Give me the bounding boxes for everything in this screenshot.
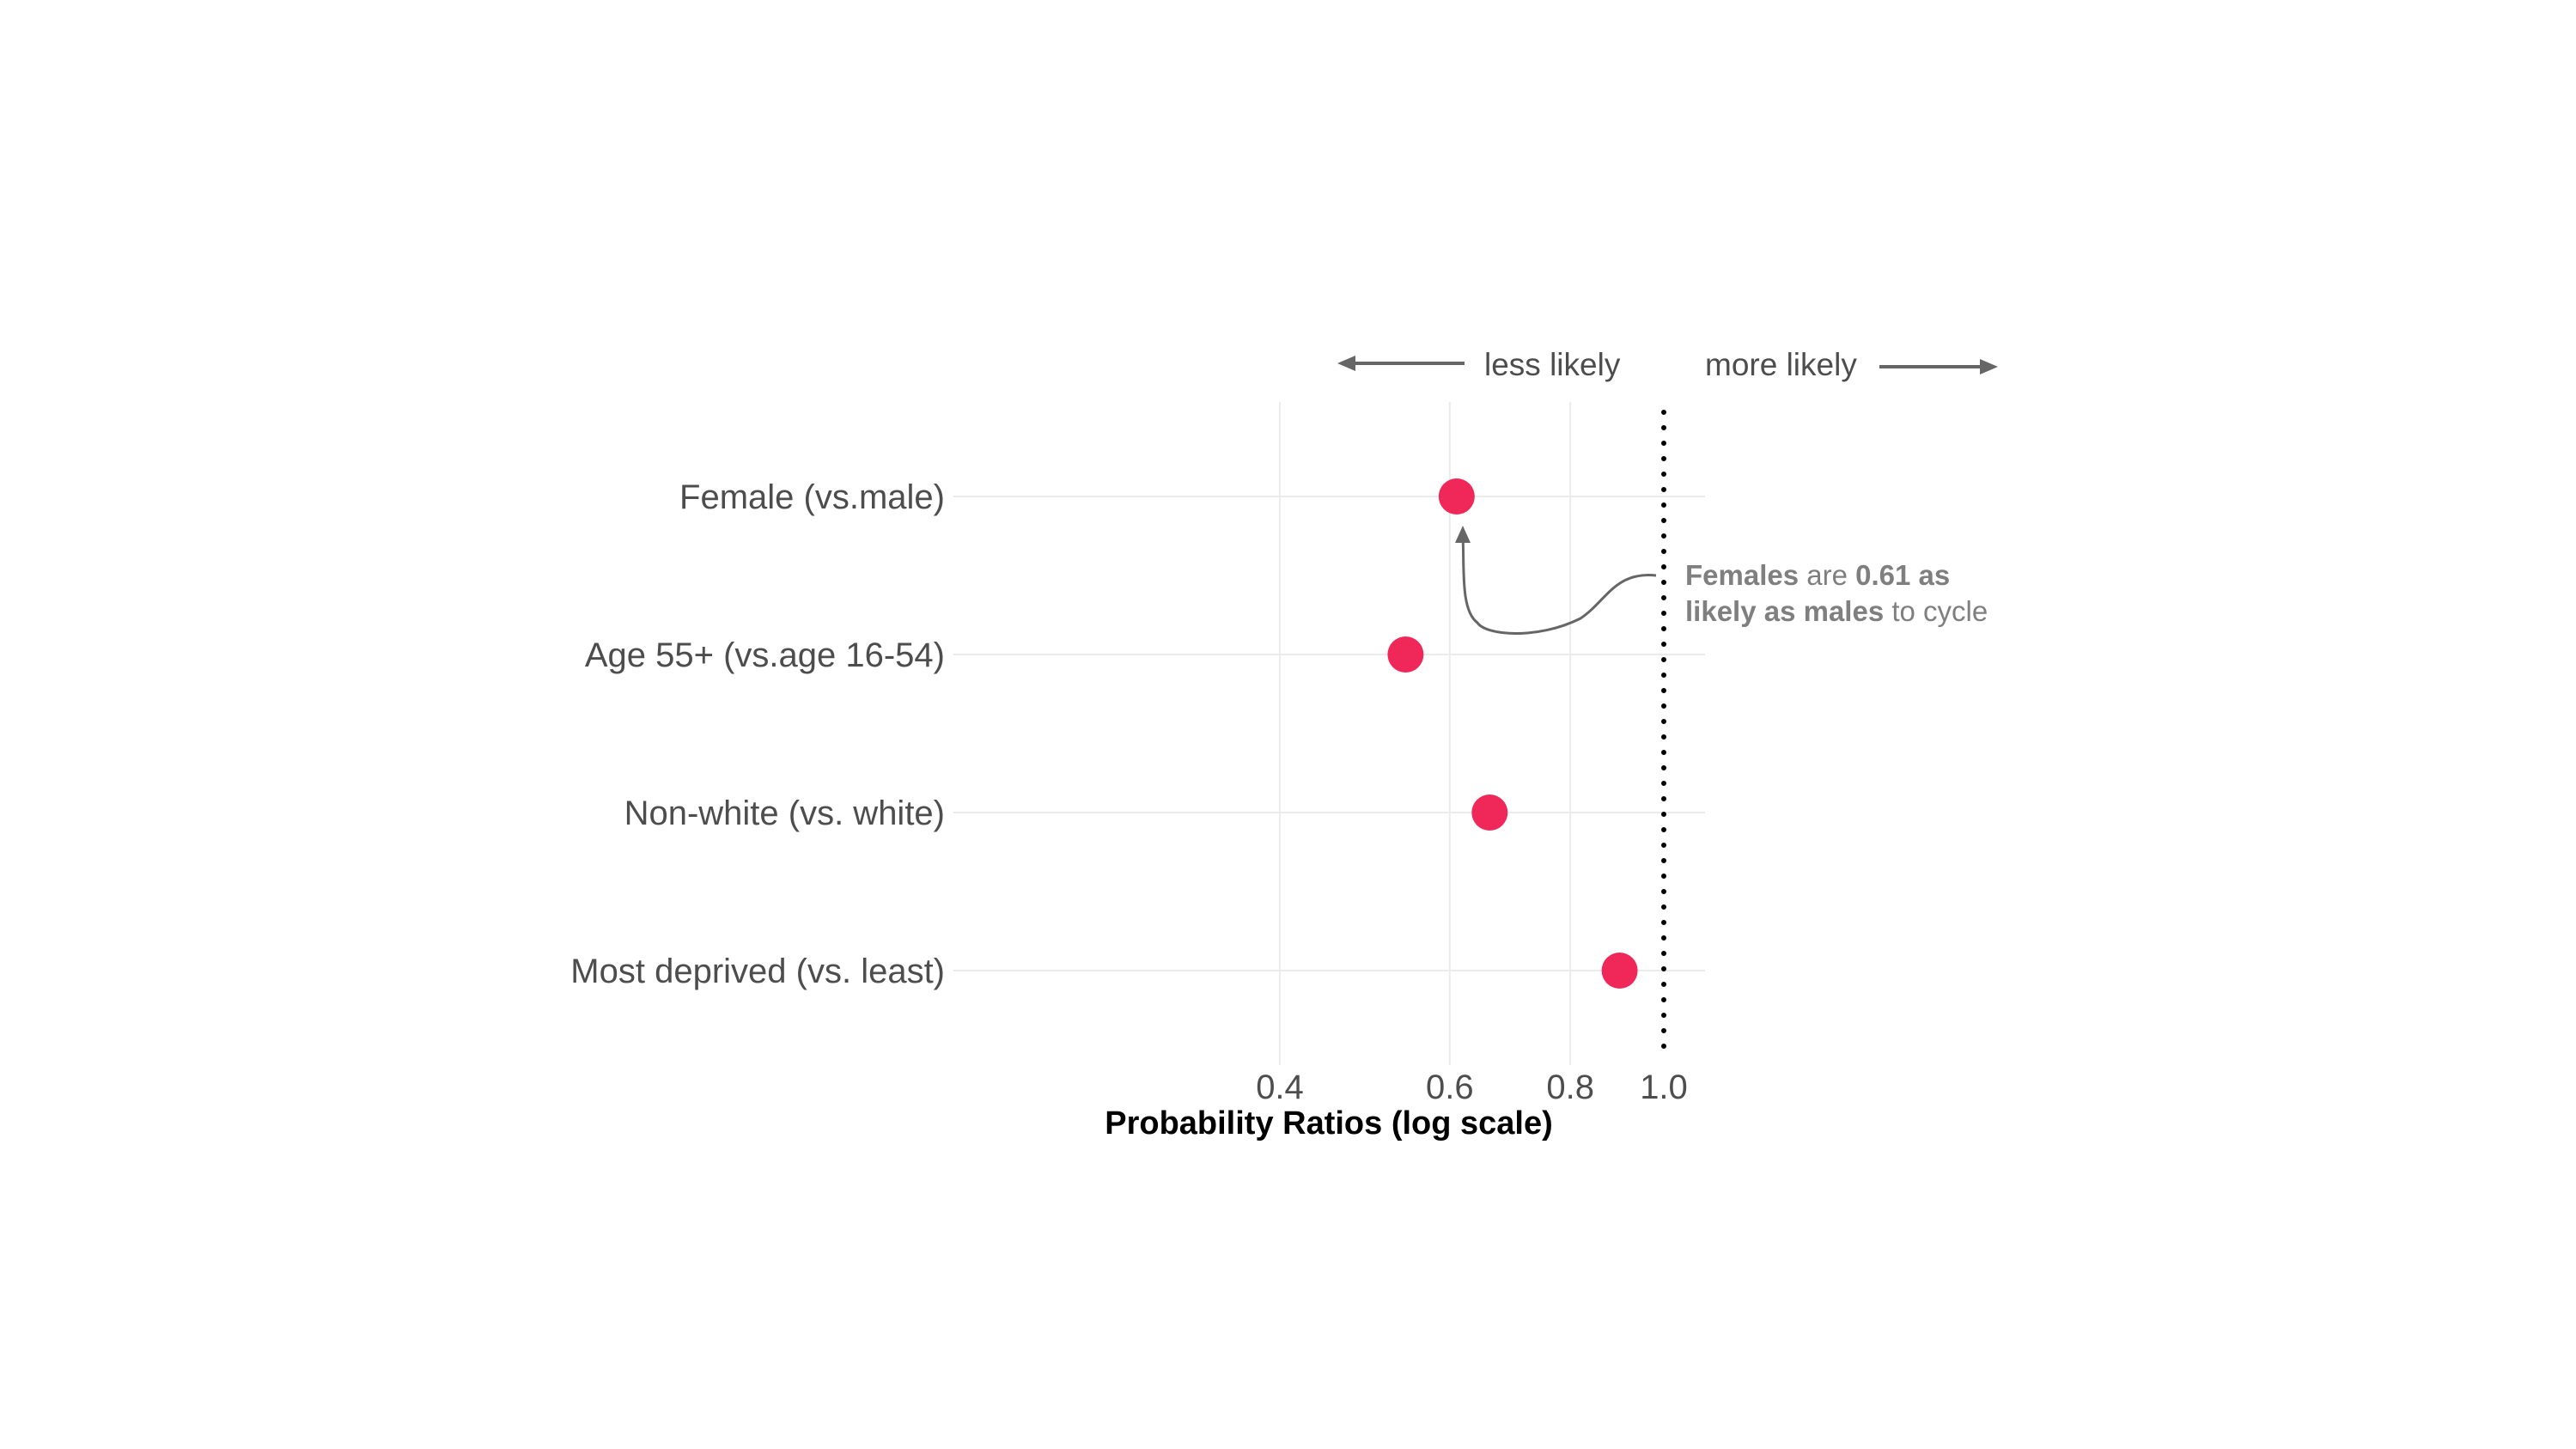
x-tick-label: 1.0 <box>1640 1068 1688 1106</box>
x-tick-labels: 0.4 0.6 0.8 1.0 <box>1256 1068 1688 1106</box>
x-axis-title: Probability Ratios (log scale) <box>1105 1105 1553 1142</box>
annotation: Females are 0.61 as likely as males to c… <box>1455 526 1988 635</box>
annotation-arrow-icon <box>1455 526 1471 543</box>
more-likely-label: more likely <box>1705 347 1857 382</box>
category-labels: Female (vs.male) Age 55+ (vs.age 16-54) … <box>570 478 945 990</box>
direction-less-likely: less likely <box>1337 347 1621 382</box>
data-point <box>1471 795 1508 831</box>
category-label-age: Age 55+ (vs.age 16-54) <box>585 636 945 674</box>
annotation-line-1: Females are 0.61 as <box>1685 559 1950 591</box>
annotation-line-2: likely as males to cycle <box>1685 595 1988 627</box>
category-label-deprived: Most deprived (vs. least) <box>570 953 945 990</box>
x-tick-label: 0.4 <box>1256 1068 1304 1106</box>
y-gridlines <box>953 496 1705 971</box>
right-arrow-icon <box>1980 359 1998 374</box>
x-tick-label: 0.6 <box>1426 1068 1474 1106</box>
less-likely-label: less likely <box>1484 347 1621 382</box>
x-tick-label: 0.8 <box>1546 1068 1594 1106</box>
data-point <box>1438 478 1475 514</box>
data-points <box>1387 478 1638 989</box>
annotation-curve <box>1461 536 1657 635</box>
direction-more-likely: more likely <box>1705 347 1998 382</box>
category-label-female: Female (vs.male) <box>679 478 945 516</box>
left-arrow-icon <box>1337 356 1355 371</box>
data-point <box>1601 953 1638 989</box>
x-gridlines <box>1279 402 1572 1065</box>
data-point <box>1387 636 1424 673</box>
category-label-nonwhite: Non-white (vs. white) <box>624 795 945 832</box>
